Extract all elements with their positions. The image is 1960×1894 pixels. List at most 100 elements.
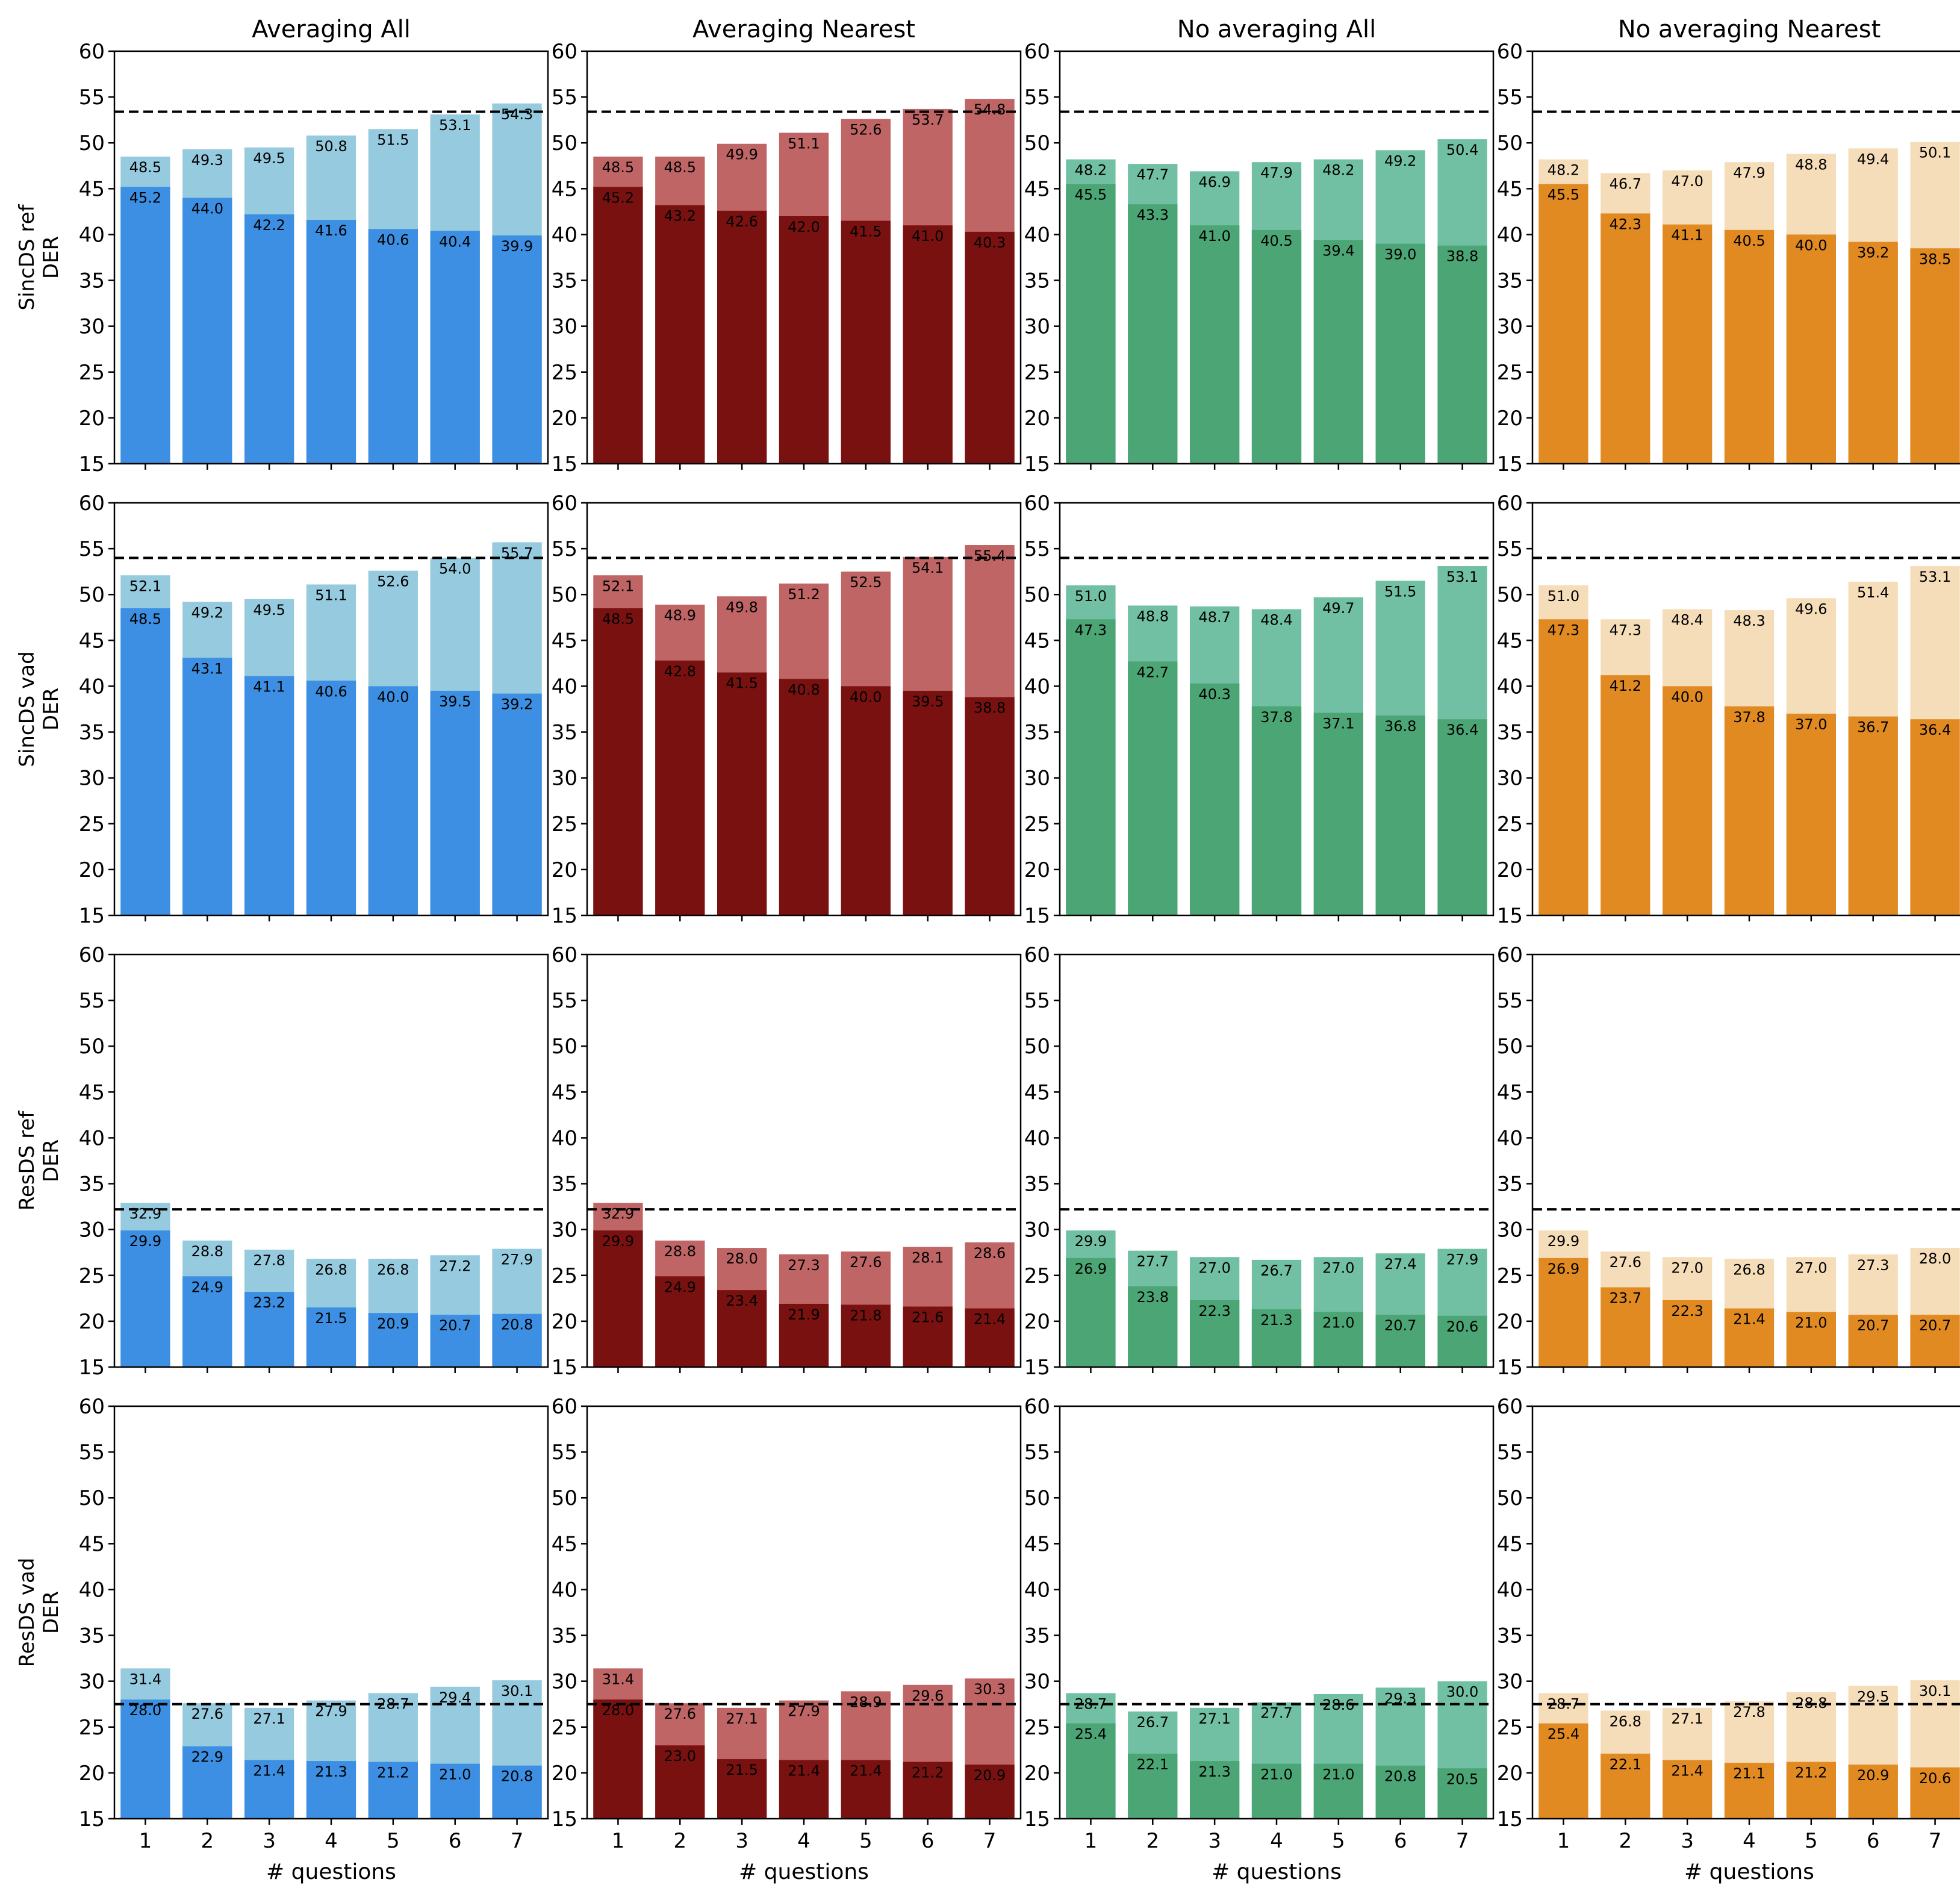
bar-upper-label: 27.6 [664,1706,696,1722]
bar-lower-label: 45.5 [1075,187,1107,204]
bar-upper-label: 55.4 [974,547,1006,564]
bar-upper-label: 26.7 [1260,1262,1292,1279]
bar-lower-label: 48.5 [602,611,634,628]
y-tick-label: 35 [1497,1624,1523,1648]
y-tick-label: 60 [1024,943,1050,967]
bar-lower-label: 40.3 [1198,686,1230,703]
bar-upper-label: 27.4 [1384,1256,1416,1273]
bar-lower-label: 40.6 [377,231,409,248]
y-tick-label: 40 [1497,223,1523,247]
panel-r1-c4: 48.2 45.5 46.7 42.3 47.0 41.1 47.9 40.5 48.8 40.0… [1497,40,1960,476]
bar-upper-label: 53.7 [912,111,944,128]
y-tick-label: 50 [1497,583,1523,607]
bar-lower-label: 21.6 [912,1309,944,1326]
bar-lower-label: 39.2 [501,696,533,713]
bar-upper-label: 49.2 [1384,152,1416,169]
bar-upper-label: 49.8 [726,599,758,615]
bar-upper-label: 48.5 [664,159,696,176]
y-tick-label: 55 [552,989,577,1013]
y-tick-label: 60 [1497,491,1523,516]
y-tick-label: 25 [552,812,577,836]
bar-upper-label: 28.9 [850,1693,882,1710]
y-tick-label: 35 [552,269,577,293]
bar-upper-label: 27.9 [315,1703,347,1720]
y-tick-label: 50 [79,1486,105,1510]
bar-lower-label: 39.4 [1322,243,1354,260]
y-tick-label: 50 [1024,1486,1050,1510]
x-tick-label: 7 [1456,1829,1469,1853]
bar-lower [717,1290,767,1367]
bar-lower-label: 45.2 [129,189,161,206]
bar-lower [1375,1765,1425,1819]
bar-lower [1724,1308,1775,1367]
bar-lower-label: 40.0 [850,688,882,705]
bar-lower-label: 41.1 [1671,227,1703,244]
bar-lower [492,693,542,915]
bar-upper-label: 28.8 [1795,1695,1827,1712]
bar-lower [655,205,705,464]
bar-lower [1538,184,1588,464]
y-tick-label: 45 [79,629,105,653]
bar-lower [1128,661,1178,915]
y-tick-label: 35 [1497,721,1523,745]
bar-lower [1190,683,1240,915]
x-tick-label: 5 [1805,1829,1818,1853]
bar-lower [1437,719,1487,915]
y-tick-label: 40 [552,674,577,699]
bar-upper-label: 49.4 [1857,151,1889,167]
bar-lower-label: 40.4 [439,233,471,250]
bar-lower [903,1762,953,1819]
row-label: SincDS vadDER [15,651,63,767]
x-tick-label: 5 [859,1829,873,1853]
y-tick-label: 30 [1497,1670,1523,1694]
bar-upper-label: 28.7 [377,1695,409,1712]
bar-lower-label: 23.8 [1137,1289,1169,1306]
bar-upper-label: 31.4 [602,1671,634,1687]
bar-upper-label: 29.4 [439,1689,471,1706]
bar-upper-label: 50.8 [315,138,347,155]
row-label: ResDS vadDER [15,1558,63,1668]
bar-lower-label: 20.8 [501,1316,533,1333]
x-tick-label: 6 [1867,1829,1880,1853]
y-tick-label: 50 [1024,131,1050,155]
bar-lower [1786,714,1836,915]
x-tick-label: 4 [325,1829,338,1853]
y-tick-label: 20 [552,1762,577,1786]
x-axis-label: # questions [1212,1860,1342,1884]
panel-r2-c2: 52.1 48.5 48.9 42.8 49.8 41.5 51.2 40.8 52.5 40.0… [552,491,1022,928]
bar-lower [1786,1312,1836,1367]
x-tick-label: 2 [201,1829,214,1853]
x-tick-label: 6 [449,1829,462,1853]
x-tick-label: 3 [263,1829,276,1853]
bar-lower [717,1759,767,1819]
bar-lower [593,608,643,915]
bar-lower [1313,1312,1363,1367]
bar-lower-label: 22.3 [1198,1303,1230,1319]
y-tick-label: 35 [552,1624,577,1648]
x-tick-label: 2 [1146,1829,1159,1853]
y-tick-label: 25 [1024,1264,1050,1288]
bar-upper-label: 27.2 [439,1257,471,1274]
row-label-line: DER [39,688,63,730]
x-tick-label: 7 [983,1829,997,1853]
x-tick-label: 4 [1743,1829,1756,1853]
y-tick-label: 55 [552,537,577,561]
bar-lower [1190,225,1240,464]
bar-lower [306,681,356,915]
panel-r3-c1: 32.9 29.9 28.8 24.9 27.8 23.2 26.8 21.5 26.8 20.9… [79,943,549,1380]
bar-upper-label: 27.3 [1857,1257,1889,1274]
y-tick-label: 45 [79,1532,105,1556]
panel-r2-c1: 52.1 48.5 49.2 43.1 49.5 41.1 51.1 40.6 52.6 40.0… [79,491,549,928]
bar-lower-label: 20.7 [1919,1317,1951,1334]
y-tick-label: 40 [79,1578,105,1602]
y-tick-label: 45 [79,1080,105,1104]
bar-lower-label: 40.6 [315,683,347,700]
bar-upper-label: 52.1 [129,578,161,594]
bar-lower [430,1315,480,1367]
bar-lower [655,1276,705,1367]
y-tick-label: 30 [552,1218,577,1242]
y-tick-label: 40 [1024,1578,1050,1602]
bar-upper-label: 47.3 [1610,621,1641,638]
bar-lower [841,220,891,464]
